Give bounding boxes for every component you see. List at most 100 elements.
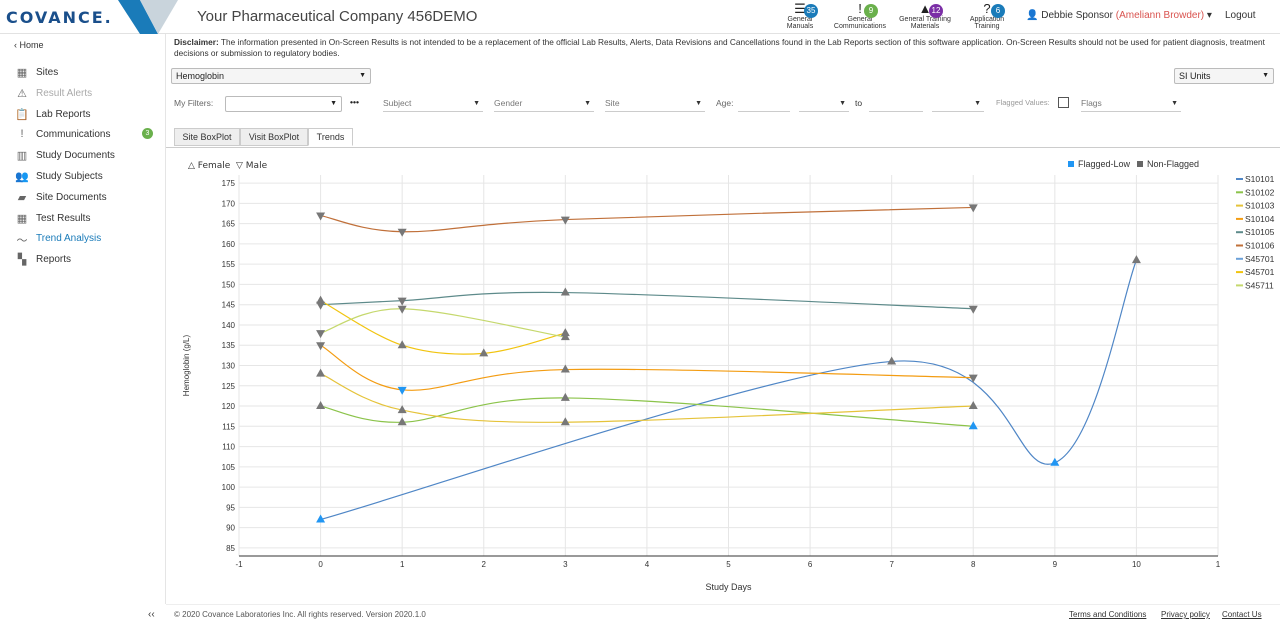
flags-select[interactable]: Flags ▼ [1081,96,1181,112]
data-point[interactable] [968,401,978,410]
data-point[interactable] [316,295,326,304]
units-select[interactable]: SI Units ▼ [1174,68,1274,84]
test-select-value: Hemoglobin [176,71,225,81]
sidebar-item-label: Reports [36,254,72,266]
y-tick-label: 175 [222,179,236,188]
data-point[interactable] [397,417,407,426]
data-point[interactable] [479,348,489,357]
my-filters-select[interactable]: ▼ [225,96,342,112]
header-badge: 35 [804,4,818,18]
age-to-unit-select[interactable]: ▼ [932,96,984,112]
sidebar-item-study-subjects[interactable]: 👥 Study Subjects [14,170,164,188]
data-point[interactable] [560,216,570,225]
user-menu[interactable]: 👤 Debbie Sponsor (Ameliann Browder) ▾ [1026,10,1212,21]
collapse-sidebar-button[interactable]: ‹‹ [148,609,155,620]
age-from-input[interactable] [738,96,790,112]
app-title: Your Pharmaceutical Company 456DEMO [197,8,478,25]
sidebar-item-label: Lab Reports [36,108,91,120]
data-point[interactable] [316,212,326,221]
series-legend-label[interactable]: S45701 [1245,267,1275,277]
data-point[interactable] [560,392,570,401]
data-point[interactable] [968,305,978,314]
sidebar-item-trend-analysis[interactable]: 〜 Trend Analysis [14,232,164,250]
header-badge: 12 [929,4,943,18]
series-legend-label[interactable]: S10105 [1245,227,1275,237]
header-link-1[interactable]: ! 9 General Communications [830,2,890,31]
tab-trends[interactable]: Trends [308,128,353,146]
main-content: Disclaimer: The information presented in… [166,34,1280,604]
y-tick-label: 140 [222,321,236,330]
data-point[interactable] [316,330,326,339]
terms-link[interactable]: Terms and Conditions [1069,610,1147,619]
header-badge: 6 [991,4,1005,18]
data-point[interactable] [316,342,326,351]
data-point[interactable] [560,287,570,296]
data-point[interactable] [968,421,978,430]
header-icon-glyph: ? [983,1,991,16]
y-tick-label: 95 [226,503,235,512]
series-line-s45701 [320,300,566,355]
series-legend-label[interactable]: S10104 [1245,214,1275,224]
more-options-button[interactable]: ••• [350,97,359,107]
tab-visit-boxplot[interactable]: Visit BoxPlot [240,128,308,146]
data-point[interactable] [316,514,326,523]
sidebar-item-communications[interactable]: ! Communications 3 [14,128,164,146]
site-select[interactable]: Site ▼ [605,96,705,112]
data-point[interactable] [1050,457,1060,466]
data-point[interactable] [397,228,407,237]
header-link-2[interactable]: ▲ 12 General Training Materials [895,2,955,31]
subject-select[interactable]: Subject ▼ [383,96,483,112]
header-label-line2: Training [974,23,1000,30]
header-link-3[interactable]: ? 6 Application Training [957,2,1017,30]
header-link-0[interactable]: ☰ 35 General Manuals [770,2,830,30]
flagged-values-checkbox[interactable] [1058,97,1069,108]
sidebar-item-study-documents[interactable]: ▥ Study Documents [14,149,164,167]
series-legend-label[interactable]: S10101 [1245,174,1275,184]
data-point[interactable] [316,368,326,377]
data-point[interactable] [316,401,326,410]
sidebar-item-test-results[interactable]: ▦ Test Results [14,212,164,230]
age-label: Age: [716,98,734,108]
sidebar-item-sites[interactable]: ▦ Sites [14,66,164,84]
age-to-input[interactable] [869,96,923,112]
sidebar-item-label: Study Documents [36,150,115,162]
series-legend-label[interactable]: S10102 [1245,187,1275,197]
data-point[interactable] [397,297,407,306]
data-point[interactable] [397,340,407,349]
series-legend-label[interactable]: S10106 [1245,241,1275,251]
series-legend-label[interactable]: S45711 [1245,280,1274,290]
data-point[interactable] [316,301,326,310]
disclaimer: Disclaimer: The information presented in… [174,37,1274,59]
age-from-unit-select[interactable]: ▼ [799,96,849,112]
privacy-link[interactable]: Privacy policy [1161,610,1210,619]
data-point[interactable] [560,332,570,341]
data-point[interactable] [560,328,570,337]
data-point[interactable] [560,417,570,426]
sidebar-item-site-documents[interactable]: ▰ Site Documents [14,191,164,209]
data-point[interactable] [397,405,407,414]
sidebar-item-lab-reports[interactable]: 📋 Lab Reports [14,108,164,126]
home-link[interactable]: ‹ Home [14,40,44,50]
logout-link[interactable]: Logout [1225,10,1256,21]
data-point[interactable] [397,305,407,314]
covance-logo[interactable]: COVANCE. [0,0,180,34]
y-tick-label: 110 [222,443,235,452]
sidebar-item-result-alerts[interactable]: ⚠ Result Alerts [14,87,164,105]
data-point[interactable] [1131,255,1141,264]
series-legend-label[interactable]: S45701 [1245,254,1275,264]
data-point[interactable] [560,364,570,373]
data-point[interactable] [887,356,897,365]
gender-select[interactable]: Gender ▼ [494,96,594,112]
data-point[interactable] [968,204,978,213]
caret-down-icon: ▼ [1171,100,1178,107]
legend-female: △ Female [188,161,231,171]
sidebar-item-reports[interactable]: ▚ Reports [14,253,164,271]
contact-link[interactable]: Contact Us [1222,610,1262,619]
data-point[interactable] [397,386,407,395]
tab-site-boxplot[interactable]: Site BoxPlot [174,128,240,146]
series-legend-label[interactable]: S10103 [1245,201,1275,211]
data-point[interactable] [968,374,978,383]
test-select[interactable]: Hemoglobin ▼ [171,68,371,84]
y-tick-label: 100 [222,483,236,492]
y-tick-label: 150 [222,280,236,289]
